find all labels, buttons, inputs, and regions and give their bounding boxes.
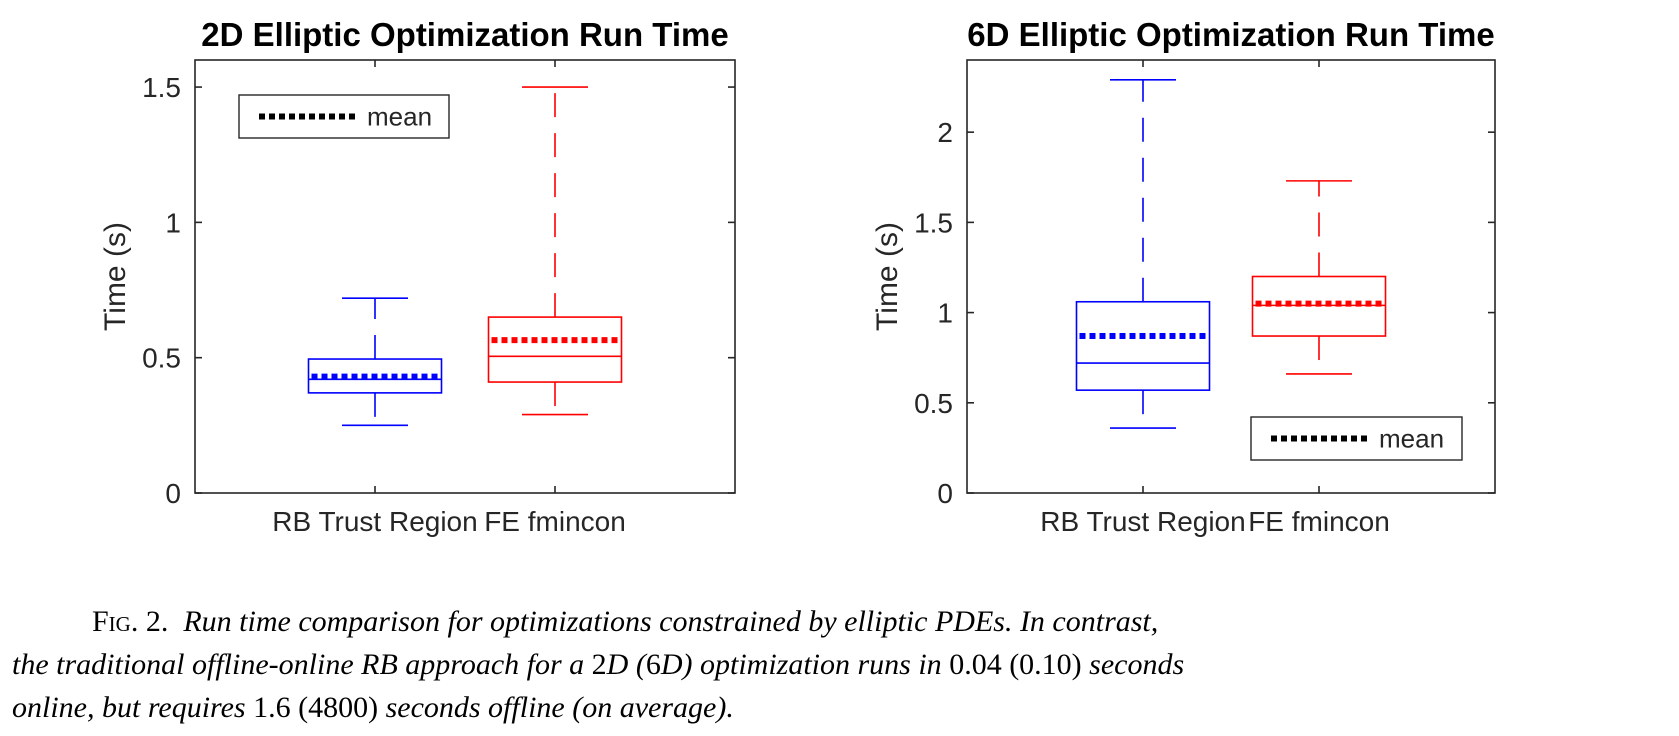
y-tick-label: 0.5 (142, 343, 181, 374)
interquartile-box (1075, 300, 1211, 391)
chart-6d: 0 0.5 1 1.5 2 RB Trust Region FE fmincon 6D Ell… (871, 16, 1496, 537)
box-1 (1251, 180, 1387, 375)
chart-2d: 0 0.5 1 1.5 RB Trust Region FE fmincon 2D Elli… (99, 16, 736, 537)
y-axis-label: Time (s) (871, 222, 904, 331)
y-tick-label: 2 (937, 117, 953, 148)
caption-text-1: Run time comparison for optimizations co… (183, 605, 1159, 638)
y-tick-label: 1 (165, 207, 181, 238)
x-tick-label: FE fmincon (484, 506, 626, 537)
y-tick-label: 0.5 (914, 388, 953, 419)
plot-area (194, 59, 736, 494)
interquartile-box (1251, 275, 1387, 337)
interquartile-box (487, 316, 623, 383)
x-tick-label: RB Trust Region (272, 506, 477, 537)
y-tick-label: 1.5 (142, 72, 181, 103)
figure-caption: Fig. 2. Run time comparison for optimiza… (12, 600, 1667, 729)
y-tick-label: 1 (937, 298, 953, 329)
plot-area (966, 59, 1496, 494)
y-tick-label: 1.5 (914, 207, 953, 238)
caption-line-1: Fig. 2. Run time comparison for optimiza… (12, 600, 1667, 643)
y-tick-label: 0 (165, 478, 181, 509)
interquartile-box (307, 358, 443, 394)
legend: mean (238, 94, 450, 139)
y-axis-label: Time (s) (99, 222, 132, 331)
box-0 (1075, 79, 1211, 429)
legend-label: mean (367, 102, 432, 132)
legend: mean (1250, 416, 1463, 461)
caption-line-3: online, but requires 1.6 (4800) seconds … (12, 691, 734, 724)
chart-title: 6D Elliptic Optimization Run Time (967, 16, 1494, 53)
y-tick-label: 0 (937, 478, 953, 509)
box-1 (487, 86, 623, 416)
caption-line-2: the traditional offline-online RB approa… (12, 648, 1185, 681)
x-tick-label: RB Trust Region (1040, 506, 1245, 537)
legend-label: mean (1379, 424, 1444, 454)
x-tick-label: FE fmincon (1248, 506, 1390, 537)
caption-figure-label: Fig. 2. (92, 605, 169, 638)
chart-title: 2D Elliptic Optimization Run Time (201, 16, 728, 53)
box-0 (307, 297, 443, 427)
